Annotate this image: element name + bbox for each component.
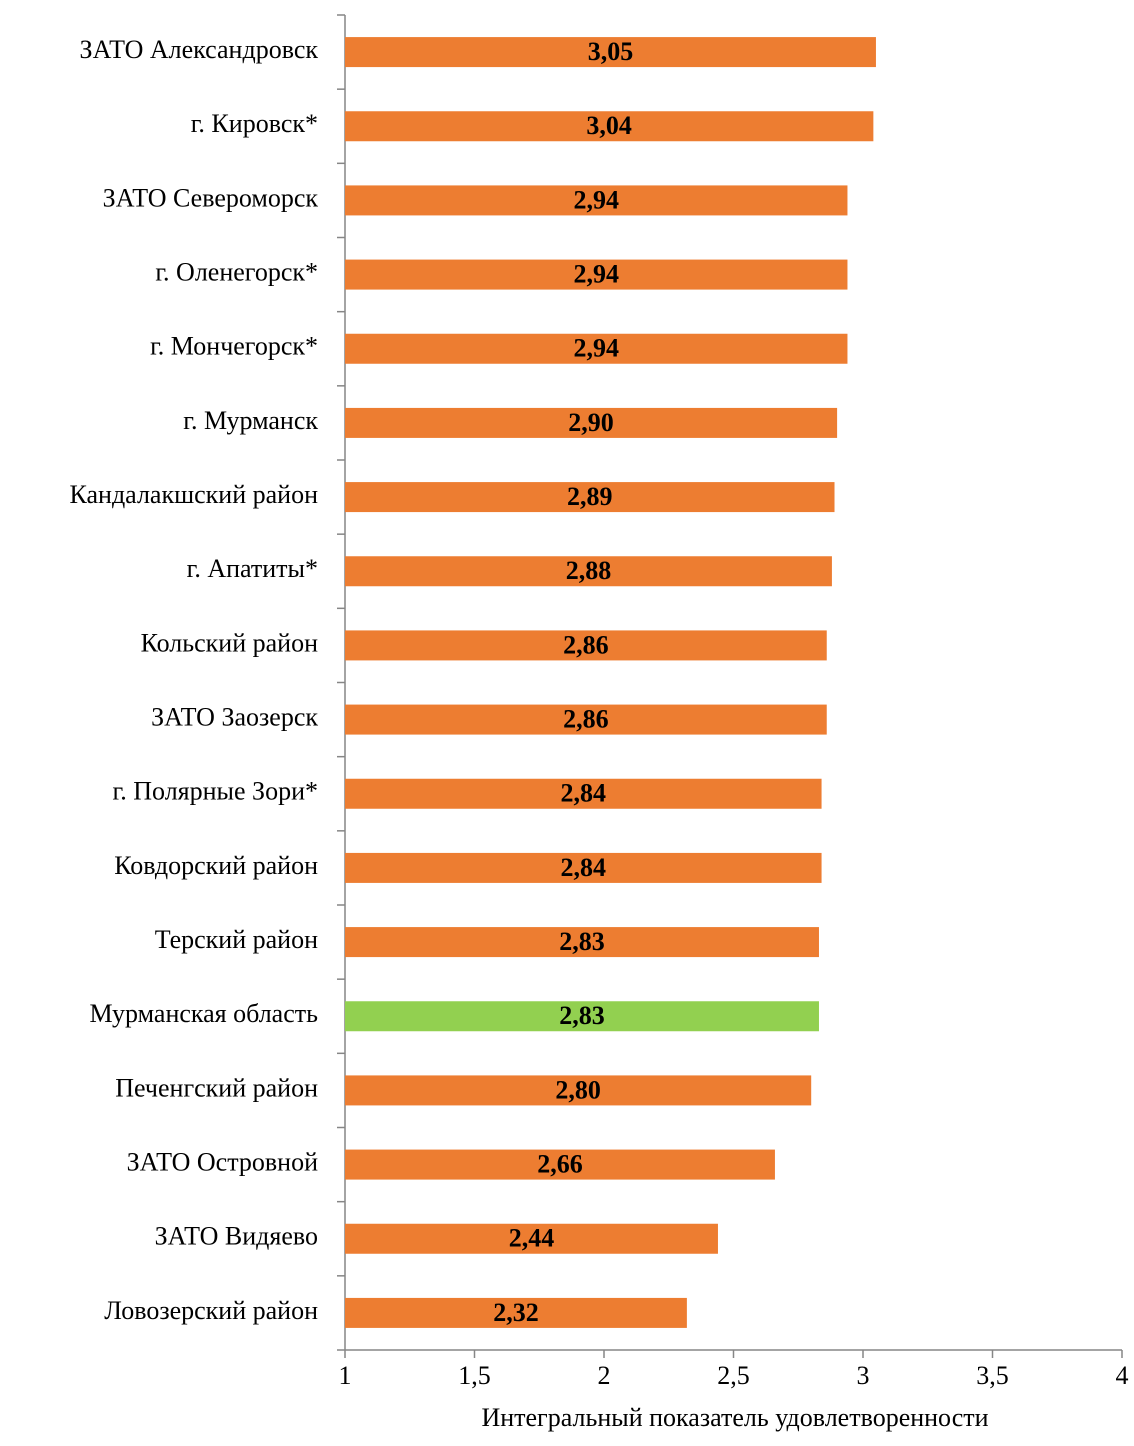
x-tick-label: 3,5	[976, 1361, 1009, 1390]
y-tick-label: Кольский район	[141, 628, 318, 657]
bar	[345, 482, 835, 513]
bar	[345, 259, 848, 290]
bar	[345, 704, 827, 735]
data-label: 2,44	[509, 1224, 555, 1253]
y-tick-label: г. Апатиты*	[187, 554, 318, 583]
y-tick-label: Кандалакшский район	[70, 480, 319, 509]
x-tick-label: 1	[339, 1361, 352, 1390]
data-label: 2,88	[566, 556, 612, 585]
data-label: 2,66	[537, 1150, 583, 1179]
bar	[345, 407, 838, 438]
bar	[345, 778, 822, 809]
y-tick-label: г. Полярные Зори*	[113, 777, 318, 806]
bar	[345, 1297, 687, 1328]
y-tick-label: ЗАТО Заозерск	[151, 703, 318, 732]
data-label: 3,04	[586, 111, 632, 140]
data-label: 2,90	[568, 408, 614, 437]
x-tick-label: 2,5	[717, 1361, 750, 1390]
y-tick-label: Терский район	[155, 925, 318, 954]
y-tick-label: ЗАТО Североморск	[103, 183, 319, 212]
x-tick-label: 4	[1116, 1361, 1129, 1390]
data-label: 2,94	[573, 334, 619, 363]
data-label: 3,05	[588, 37, 634, 66]
bar	[345, 1075, 812, 1106]
y-tick-label: ЗАТО Видяево	[155, 1222, 318, 1251]
bar	[345, 556, 832, 587]
bar	[345, 927, 819, 958]
y-tick-label: Ковдорский район	[114, 851, 318, 880]
y-tick-label: г. Мончегорск*	[150, 332, 318, 361]
x-tick-label: 1,5	[458, 1361, 491, 1390]
data-label: 2,32	[493, 1298, 539, 1327]
data-label: 2,84	[561, 853, 607, 882]
bar	[345, 185, 848, 216]
x-tick-label: 2	[598, 1361, 611, 1390]
x-axis-title: Интегральный показатель удовлетворенност…	[481, 1403, 988, 1432]
bar	[345, 1001, 819, 1032]
data-label: 2,83	[559, 1001, 605, 1030]
x-tick-label: 3	[857, 1361, 870, 1390]
bar	[345, 333, 848, 364]
y-tick-label: г. Кировск*	[191, 109, 318, 138]
bar	[345, 1149, 775, 1180]
bar	[345, 37, 876, 68]
y-tick-label: Ловозерский район	[104, 1296, 318, 1325]
data-label: 2,94	[573, 260, 619, 289]
y-tick-label: ЗАТО Островной	[127, 1148, 319, 1177]
data-label: 2,84	[561, 779, 607, 808]
y-tick-label: г. Оленегорск*	[155, 258, 318, 287]
y-tick-label: Печенгский район	[115, 1073, 318, 1102]
data-label: 2,80	[555, 1075, 601, 1104]
bar	[345, 1223, 718, 1254]
data-label: 2,86	[563, 705, 609, 734]
data-label: 2,86	[563, 630, 609, 659]
bar	[345, 111, 874, 142]
bar	[345, 852, 822, 883]
y-tick-label: Мурманская область	[90, 999, 319, 1028]
bar	[345, 630, 827, 661]
y-tick-label: ЗАТО Александровск	[80, 35, 319, 64]
y-tick-label: г. Мурманск	[183, 406, 318, 435]
data-label: 2,83	[559, 927, 605, 956]
data-label: 2,94	[573, 185, 619, 214]
data-label: 2,89	[567, 482, 613, 511]
